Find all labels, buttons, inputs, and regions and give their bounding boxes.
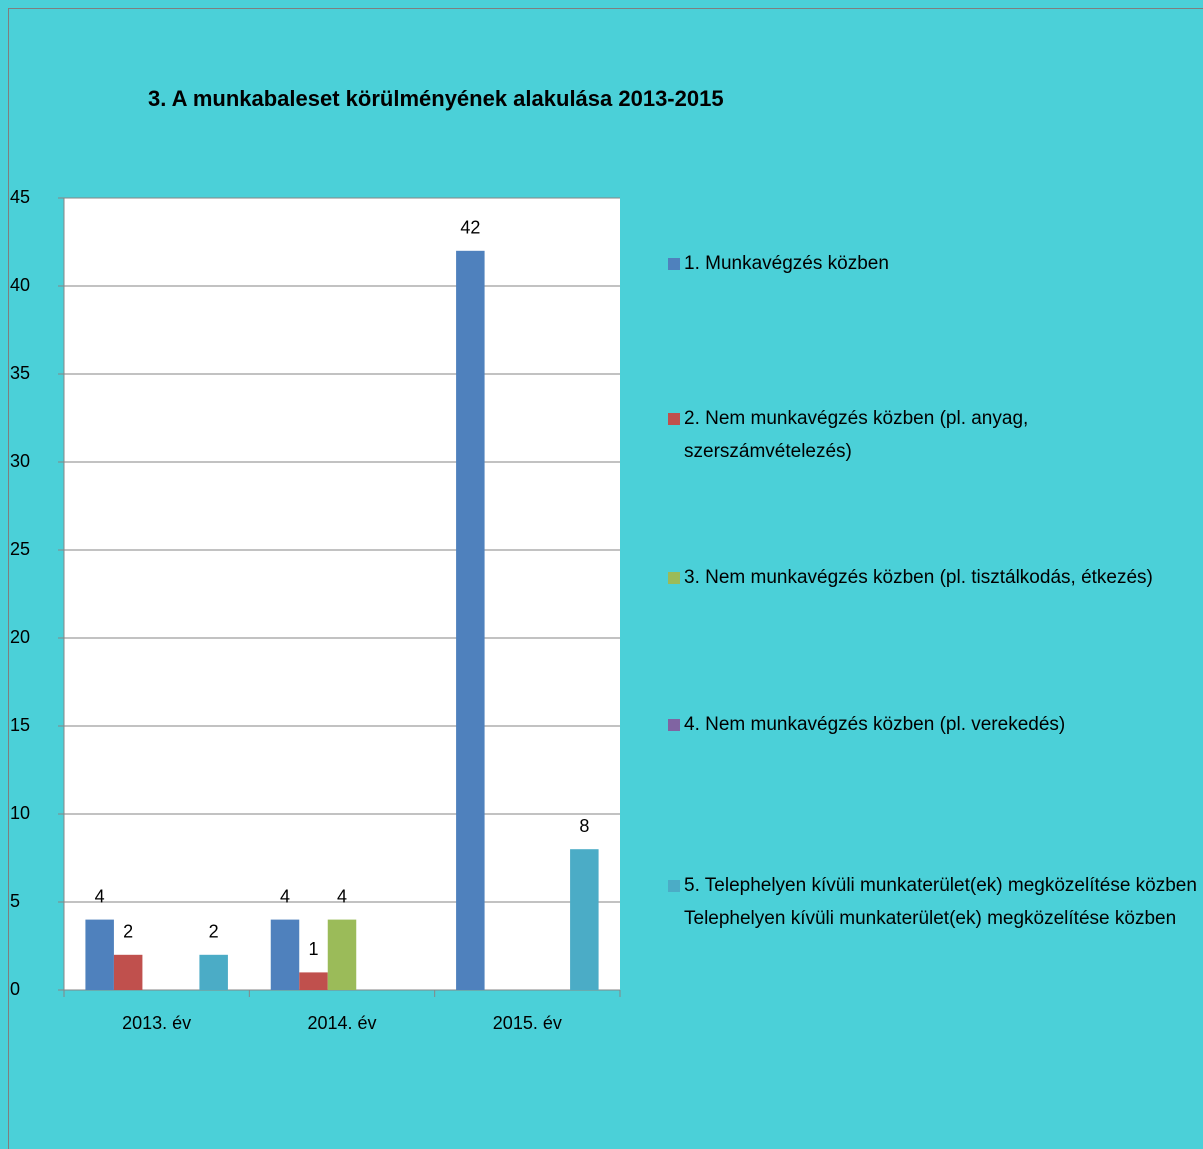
data-label: 4 <box>337 886 347 906</box>
legend-label: 2. Nem munkavégzés közben (pl. anyag, sz… <box>684 408 1029 462</box>
legend-swatch <box>668 413 680 425</box>
legend-item: 4. Nem munkavégzés közben (pl. verekedés… <box>668 708 1198 741</box>
data-label: 4 <box>280 886 290 906</box>
y-tick-label: 15 <box>10 715 30 735</box>
y-tick-label: 30 <box>10 451 30 471</box>
data-label: 1 <box>308 939 318 959</box>
bar <box>270 919 300 990</box>
legend-label: 5. Telephelyen kívüli munkaterület(ek) m… <box>684 875 1197 929</box>
data-label: 4 <box>95 886 105 906</box>
bar <box>570 849 599 990</box>
legend-label: 4. Nem munkavégzés közben (pl. verekedés… <box>684 714 1066 735</box>
y-tick-label: 20 <box>10 627 30 647</box>
y-tick-label: 35 <box>10 363 30 383</box>
y-tick-label: 0 <box>10 979 20 999</box>
legend-swatch <box>668 258 680 270</box>
y-tick-label: 45 <box>10 187 30 207</box>
legend-item: 2. Nem munkavégzés közben (pl. anyag, sz… <box>668 402 1198 468</box>
legend-swatch <box>668 880 680 892</box>
y-tick-label: 5 <box>10 891 20 911</box>
plot-area <box>64 198 620 990</box>
y-tick-label: 25 <box>10 539 30 559</box>
y-tick-label: 40 <box>10 275 30 295</box>
data-label: 2 <box>123 922 133 942</box>
bar <box>299 972 328 990</box>
x-tick-label: 2013. év <box>122 1013 191 1033</box>
x-tick-label: 2015. év <box>493 1013 562 1033</box>
data-label: 8 <box>579 816 589 836</box>
data-label: 42 <box>460 218 480 238</box>
legend-swatch <box>668 719 680 731</box>
legend-swatch <box>668 572 680 584</box>
chart-border <box>8 8 1203 1149</box>
legend-item: 5. Telephelyen kívüli munkaterület(ek) m… <box>668 869 1198 935</box>
y-tick-label: 10 <box>10 803 30 823</box>
bar <box>456 250 485 991</box>
bar <box>199 954 228 990</box>
legend-label: 1. Munkavégzés közben <box>684 253 889 274</box>
x-tick-label: 2014. év <box>307 1013 376 1033</box>
bar <box>327 919 357 990</box>
chart-title: 3. A munkabaleset körülményének alakulás… <box>148 86 724 111</box>
legend-label: 3. Nem munkavégzés közben (pl. tisztálko… <box>684 567 1153 588</box>
legend-item: 1. Munkavégzés közben <box>668 247 1198 280</box>
legend-item: 3. Nem munkavégzés közben (pl. tisztálko… <box>668 561 1198 594</box>
bar <box>85 919 114 990</box>
data-label: 2 <box>209 922 219 942</box>
bar <box>113 954 143 990</box>
